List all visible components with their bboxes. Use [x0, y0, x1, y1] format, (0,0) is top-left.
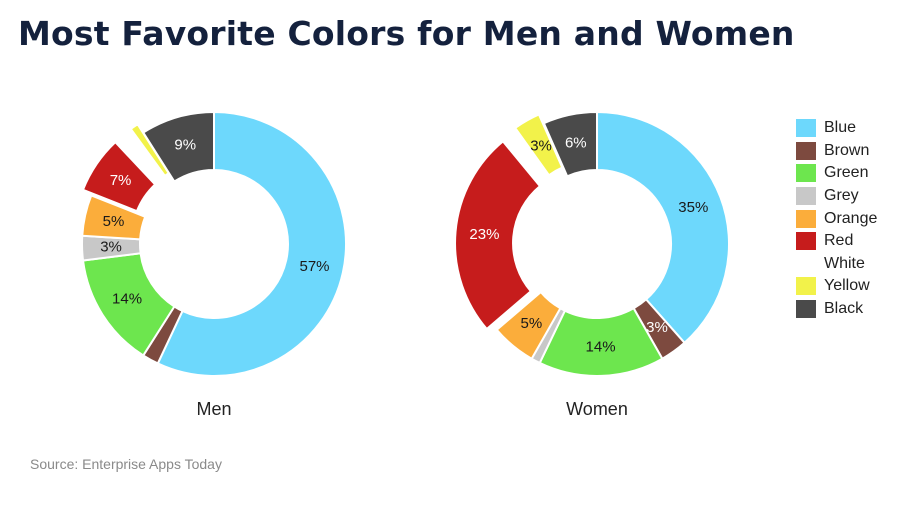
legend-item-red: Red: [796, 230, 877, 253]
men-slice-orange: [81, 194, 147, 241]
legend-label-green: Green: [824, 164, 869, 182]
legend-swatch-green: [796, 164, 816, 183]
women-label-yellow: 3%: [530, 137, 552, 154]
legend-item-black: Black: [796, 298, 877, 321]
women-slice-blue: [596, 110, 730, 345]
legend-label-red: Red: [824, 232, 854, 250]
women-label-green: 14%: [586, 338, 616, 355]
women-label-brown: 3%: [646, 319, 668, 336]
women-slice-black: [542, 110, 598, 178]
men-label-green: 14%: [112, 291, 142, 308]
women-slice-yellow: [513, 113, 564, 177]
legend-label-grey: Grey: [824, 187, 859, 205]
men-slice-white: [122, 135, 172, 192]
legend-item-green: Green: [796, 162, 877, 185]
women-label-black: 6%: [565, 135, 587, 152]
women-slice-orange: [495, 290, 562, 361]
legend-item-brown: Brown: [796, 140, 877, 163]
men-slice-blue: [156, 110, 347, 377]
legend-label-brown: Brown: [824, 141, 870, 159]
legend: Blue Brown Green Grey Orange Red White Yellow Bl…: [796, 117, 877, 320]
legend-swatch-yellow: [796, 277, 816, 296]
legend-label-yellow: Yellow: [824, 277, 870, 295]
chart-title: Most Favorite Colors for Men and Women: [18, 14, 795, 53]
women-label-red: 23%: [469, 226, 499, 243]
legend-swatch-white: [796, 254, 816, 273]
men-label-black: 9%: [174, 137, 196, 154]
men-label-orange: 5%: [103, 213, 125, 230]
men-chart-caption: Men: [196, 399, 231, 419]
legend-swatch-red: [796, 232, 816, 251]
men-label-blue: 57%: [300, 258, 330, 275]
legend-swatch-black: [796, 300, 816, 319]
legend-item-blue: Blue: [796, 117, 877, 140]
legend-item-yellow: Yellow: [796, 275, 877, 298]
legend-swatch-orange: [796, 209, 816, 228]
legend-item-white: White: [796, 253, 877, 276]
legend-swatch-brown: [796, 141, 816, 160]
women-slice-red: [454, 139, 542, 331]
men-slice-black: [141, 110, 215, 183]
legend-label-blue: Blue: [824, 119, 857, 137]
legend-item-grey: Grey: [796, 185, 877, 208]
men-label-red: 7%: [110, 172, 132, 189]
legend-swatch-blue: [796, 119, 816, 138]
women-chart-caption: Women: [566, 399, 628, 419]
women-slice-white: [511, 135, 556, 189]
source-note: Source: Enterprise Apps Today: [30, 456, 222, 472]
women-label-orange: 5%: [521, 315, 543, 332]
legend-label-black: Black: [824, 300, 864, 318]
legend-item-orange: Orange: [796, 207, 877, 230]
legend-label-orange: Orange: [824, 209, 878, 227]
women-label-blue: 35%: [678, 199, 708, 216]
men-label-grey: 3%: [100, 239, 122, 256]
legend-label-white: White: [824, 254, 865, 272]
legend-swatch-grey: [796, 187, 816, 206]
men-slice-red: [81, 140, 157, 213]
